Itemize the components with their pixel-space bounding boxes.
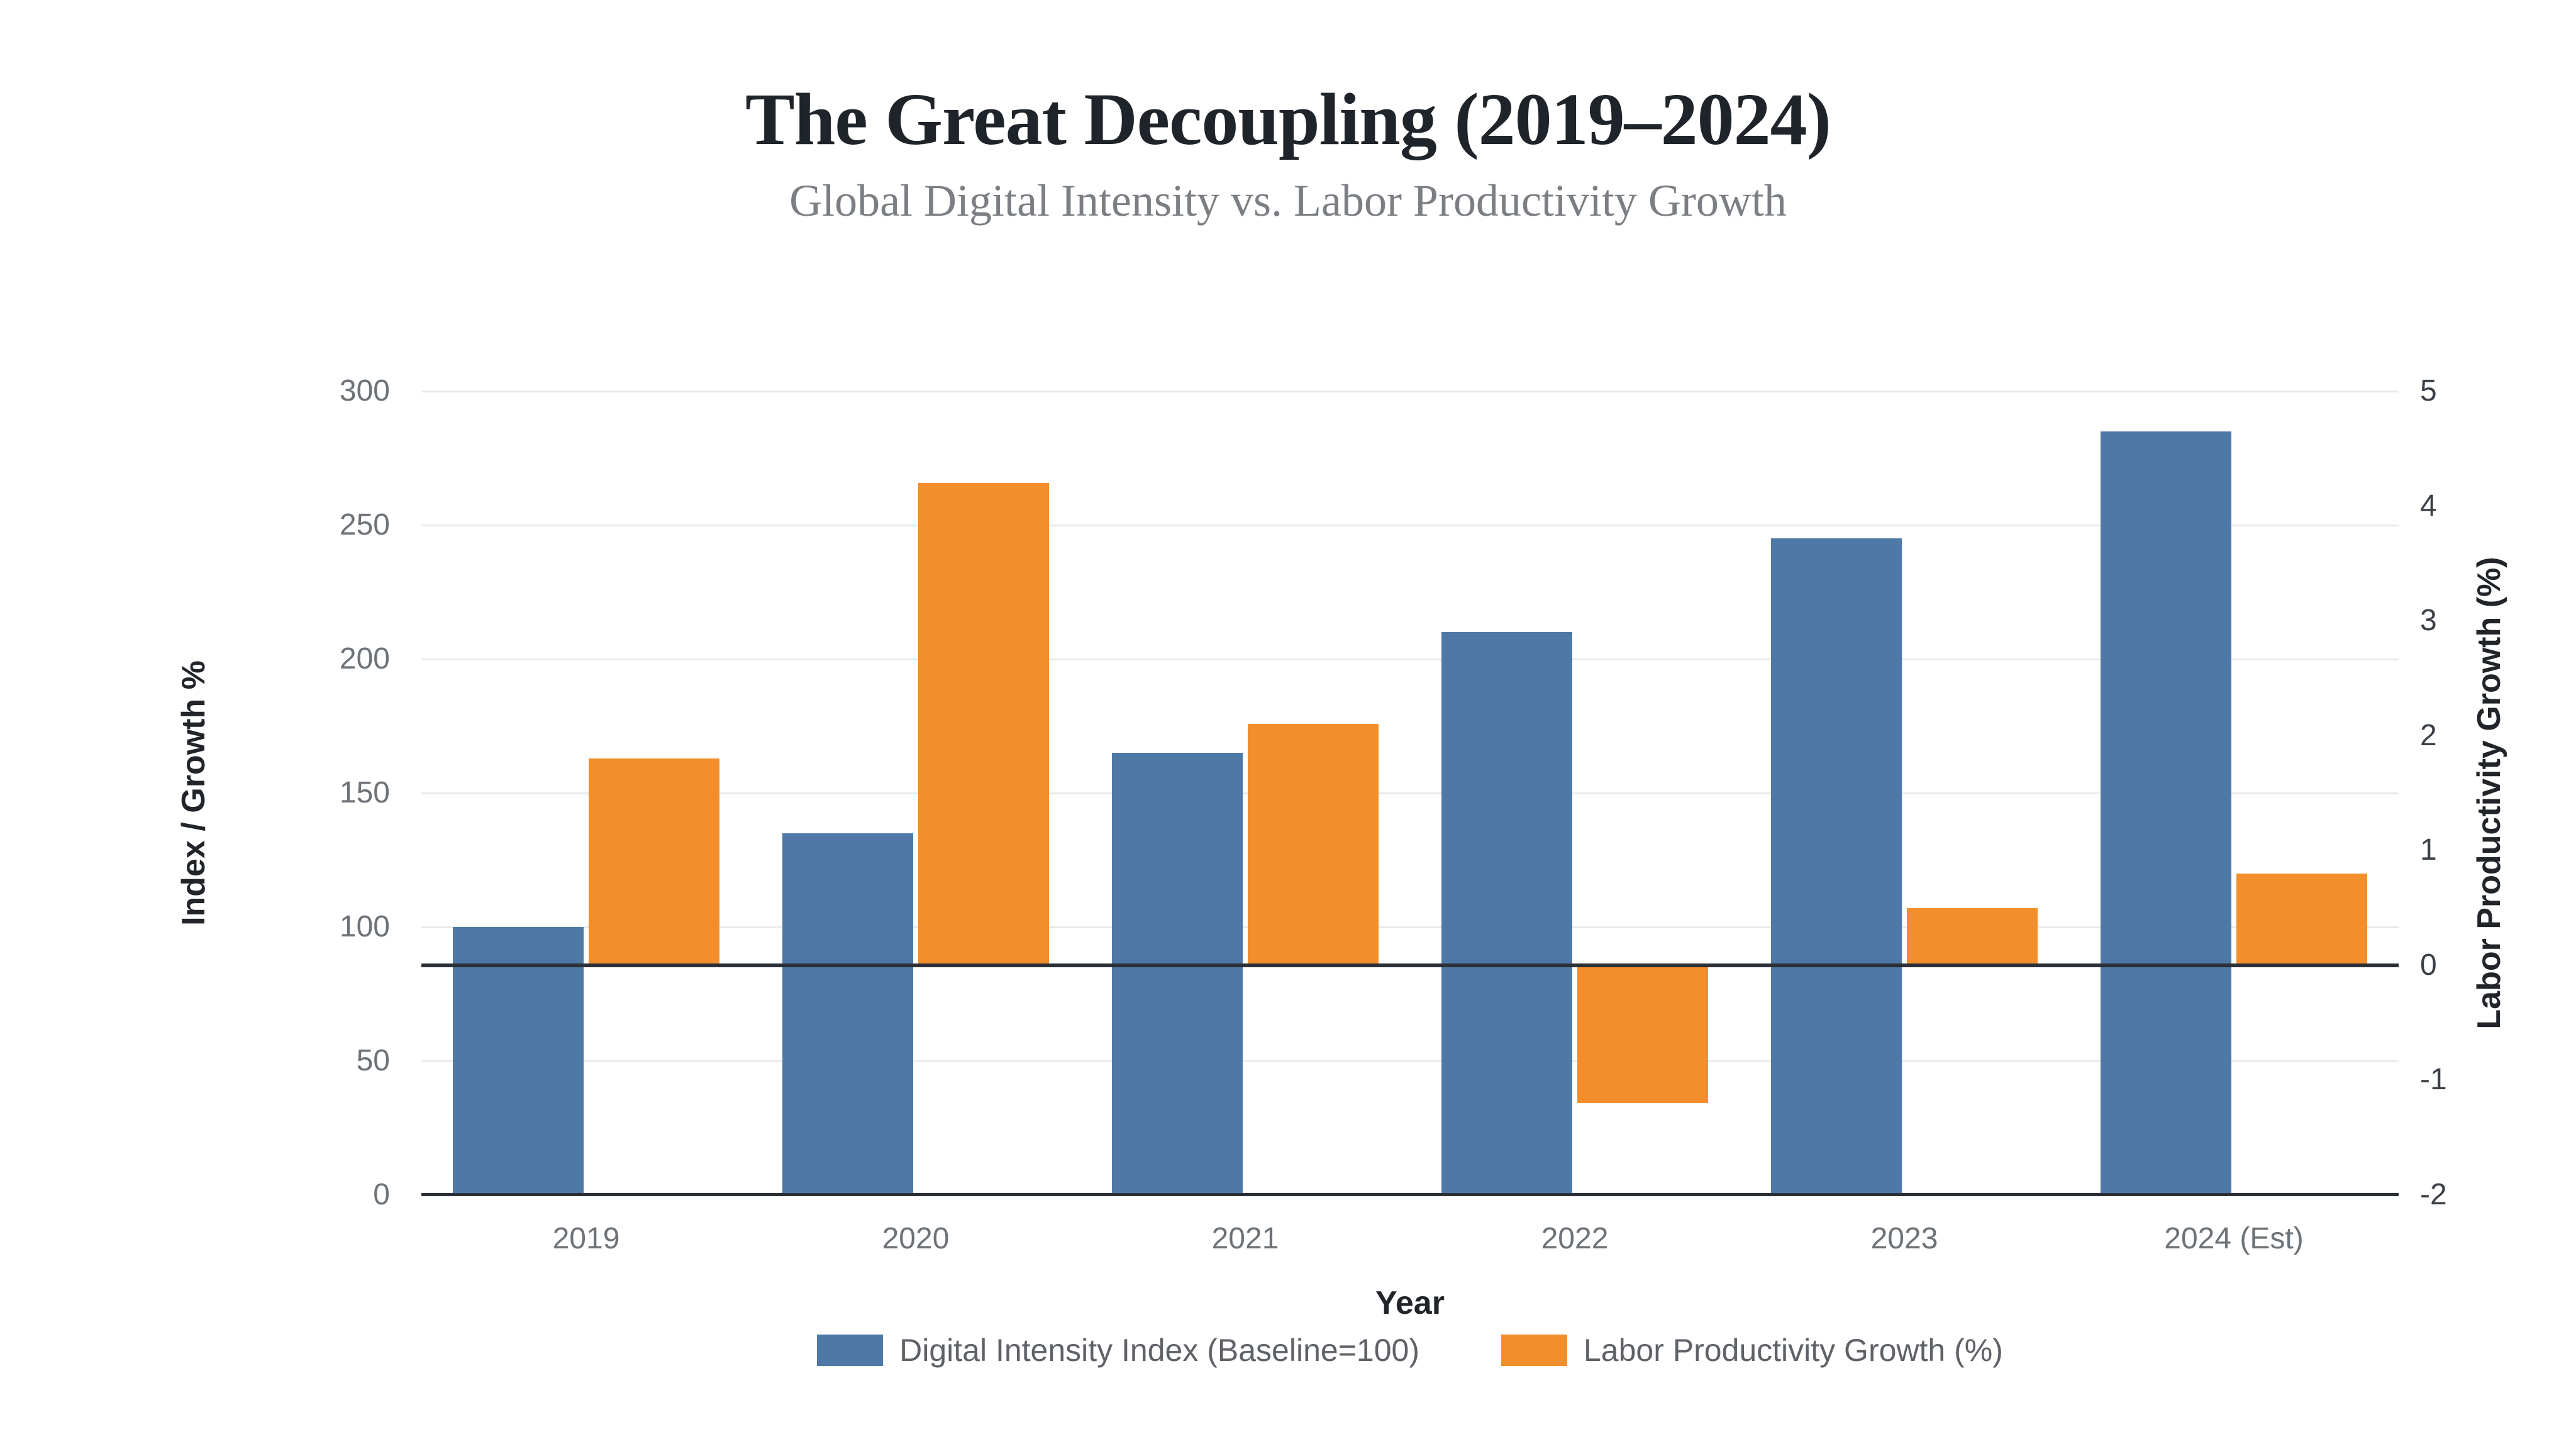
x-tick-2021: 2021 (1211, 1222, 1279, 1255)
bar-2023-digital-intensity (1771, 538, 1902, 1195)
legend-swatch-blue (817, 1335, 884, 1366)
left-tick-250: 250 (339, 508, 390, 541)
right-tick-5: 5 (2420, 374, 2437, 408)
x-tick-2023: 2023 (1870, 1222, 1938, 1255)
bar-2021-digital-intensity (1112, 753, 1243, 1195)
left-tick-100: 100 (339, 910, 390, 943)
gridline-200 (421, 658, 2399, 660)
legend-item-digital-intensity: Digital Intensity Index (Baseline=100) (817, 1332, 1419, 1368)
right-tick-minus-1: -1 (2420, 1063, 2447, 1097)
left-tick-0: 0 (373, 1178, 390, 1211)
bar-2023-productivity-growth (1907, 908, 2038, 965)
gridline-150 (421, 792, 2399, 794)
right-axis-zero-line (421, 963, 2399, 967)
chart-subtitle: Global Digital Intensity vs. Labor Produ… (789, 175, 1787, 226)
gridline-100 (421, 926, 2399, 928)
chart-title: The Great Decoupling (2019–2024) (745, 78, 1831, 160)
x-tick-2022: 2022 (1541, 1222, 1609, 1255)
plot-area (421, 390, 2399, 1196)
bar-2024-est--productivity-growth (2236, 873, 2367, 965)
bar-2019-digital-intensity (453, 927, 584, 1195)
left-tick-200: 200 (339, 642, 390, 675)
right-tick-1: 1 (2420, 833, 2437, 867)
right-tick-0: 0 (2420, 948, 2437, 982)
chart-header: The Great Decoupling (2019–2024) Global … (0, 74, 2576, 228)
x-tick-2019: 2019 (552, 1222, 620, 1255)
bar-2020-productivity-growth (918, 483, 1049, 965)
gridline-50 (421, 1060, 2399, 1062)
bar-2021-productivity-growth (1248, 724, 1379, 965)
left-tick-300: 300 (339, 374, 390, 408)
bar-2019-productivity-growth (589, 758, 719, 965)
legend-label-productivity: Labor Productivity Growth (%) (1583, 1333, 2003, 1368)
right-tick-3: 3 (2420, 604, 2437, 638)
x-axis-line (421, 1193, 2399, 1196)
legend: Digital Intensity Index (Baseline=100) L… (421, 1332, 2399, 1368)
left-axis-title: Index / Growth % (175, 660, 212, 926)
legend-item-productivity: Labor Productivity Growth (%) (1501, 1332, 2003, 1368)
left-tick-150: 150 (339, 776, 390, 809)
bar-2024-est--digital-intensity (2101, 431, 2231, 1195)
right-tick-4: 4 (2420, 489, 2437, 523)
legend-swatch-orange (1501, 1335, 1567, 1366)
right-tick-minus-2: -2 (2420, 1178, 2447, 1211)
bar-2020-digital-intensity (782, 833, 913, 1195)
bar-2022-productivity-growth (1577, 965, 1708, 1103)
right-tick-2: 2 (2420, 718, 2437, 752)
x-tick-2020: 2020 (882, 1222, 950, 1255)
x-axis-title: Year (1375, 1285, 1445, 1321)
bar-2022-digital-intensity (1441, 632, 1572, 1195)
legend-label-digital-intensity: Digital Intensity Index (Baseline=100) (899, 1333, 1419, 1368)
x-tick-2024-est-: 2024 (Est) (2164, 1222, 2304, 1255)
gridline-300 (421, 390, 2399, 392)
gridline-250 (421, 524, 2399, 526)
left-tick-50: 50 (356, 1044, 390, 1077)
